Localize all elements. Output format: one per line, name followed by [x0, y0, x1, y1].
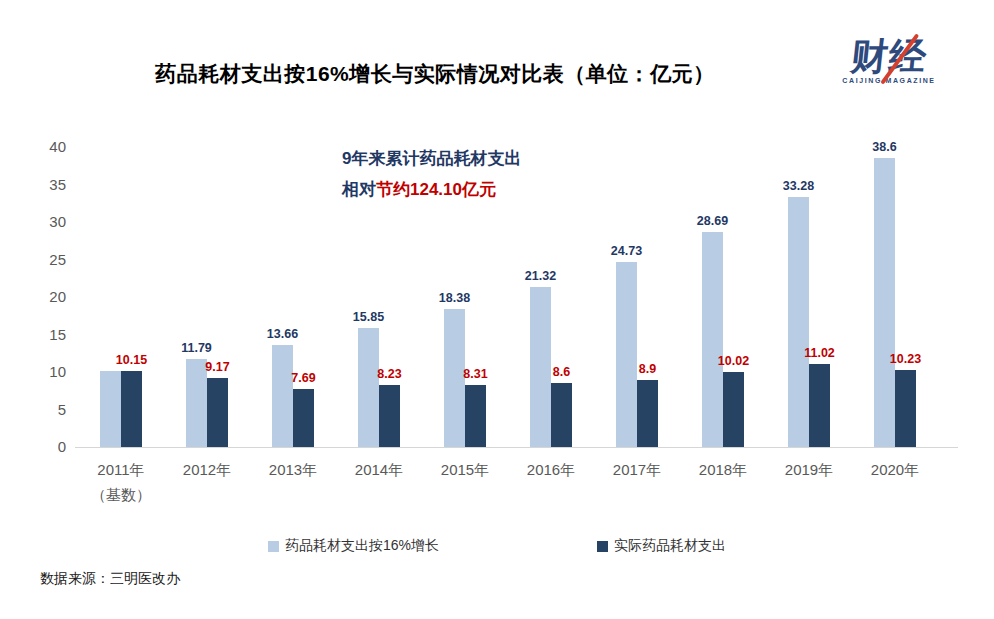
- caijing-logo: 财经 CAIJING MAGAZINE: [839, 38, 939, 84]
- bar-group: 38.610.232020年: [852, 147, 938, 447]
- actual-value-label: 7.69: [291, 371, 315, 385]
- actual-bar: 10.23: [895, 370, 916, 447]
- data-source: 数据来源：三明医改办: [40, 570, 180, 588]
- legend: 药品耗材支出按16%增长 实际药品耗材支出: [0, 537, 994, 555]
- actual-bar: 10.02: [723, 372, 744, 447]
- bar-group: 18.388.312015年: [422, 147, 508, 447]
- bar-pair: 15.858.23: [358, 328, 400, 447]
- y-tick-label: 10: [26, 363, 66, 381]
- chart-title: 药品耗材支出按16%增长与实际情况对比表（单位：亿元）: [0, 60, 870, 88]
- bar-group: 21.328.62016年: [508, 147, 594, 447]
- y-tick-label: 30: [26, 213, 66, 231]
- growth-value-label: 15.85: [353, 310, 384, 324]
- growth-value-label: 24.73: [611, 244, 642, 258]
- bar-pair: 10.15: [100, 371, 142, 447]
- actual-bar: 8.23: [379, 385, 400, 447]
- y-tick-label: 40: [26, 138, 66, 156]
- legend-item-actual: 实际药品耗材支出: [597, 537, 726, 555]
- x-axis-line: [75, 447, 958, 448]
- growth-bar: 15.85: [358, 328, 379, 447]
- x-axis-label: 2020年: [852, 461, 938, 480]
- actual-bar: 9.17: [207, 378, 228, 447]
- bar-pair: 18.388.31: [444, 309, 486, 447]
- growth-value-label: 18.38: [439, 291, 470, 305]
- growth-value-label: 21.32: [525, 269, 556, 283]
- y-tick-label: 35: [26, 176, 66, 194]
- growth-bar: 38.6: [874, 158, 895, 448]
- growth-value-label: 11.79: [181, 341, 212, 355]
- plot-area: 10.152011年（基数）11.799.172012年13.667.69201…: [78, 147, 938, 447]
- x-axis-label: 2014年: [336, 461, 422, 480]
- bar-pair: 33.2811.02: [788, 197, 830, 447]
- growth-value-label: 38.6: [872, 140, 896, 154]
- legend-item-growth: 药品耗材支出按16%增长: [268, 537, 439, 555]
- x-axis-sublabel: （基数）: [78, 486, 164, 505]
- x-axis-label: 2017年: [594, 461, 680, 480]
- x-axis-label: 2011年: [78, 461, 164, 480]
- legend-swatch-actual: [597, 541, 608, 552]
- x-axis-label: 2019年: [766, 461, 852, 480]
- actual-value-label: 10.02: [718, 354, 749, 368]
- logo-wordmark: 财经: [849, 38, 929, 75]
- actual-value-label: 9.17: [205, 360, 229, 374]
- actual-value-label: 8.6: [553, 365, 570, 379]
- growth-bar: 11.79: [186, 359, 207, 447]
- actual-bar: 7.69: [293, 389, 314, 447]
- legend-label-growth: 药品耗材支出按16%增长: [285, 537, 439, 555]
- bar-pair: 28.6910.02: [702, 232, 744, 447]
- actual-value-label: 10.23: [890, 352, 921, 366]
- actual-bar: 8.9: [637, 380, 658, 447]
- growth-bar: 33.28: [788, 197, 809, 447]
- x-axis-label: 2016年: [508, 461, 594, 480]
- actual-bar: 10.15: [121, 371, 142, 447]
- growth-bar: 28.69: [702, 232, 723, 447]
- actual-bar: 8.6: [551, 383, 572, 448]
- y-tick-label: 0: [26, 438, 66, 456]
- logo-subtext: CAIJING MAGAZINE: [839, 77, 939, 84]
- legend-label-actual: 实际药品耗材支出: [614, 537, 726, 555]
- actual-value-label: 8.9: [639, 362, 656, 376]
- bar-group: 11.799.172012年: [164, 147, 250, 447]
- bar-pair: 13.667.69: [272, 345, 314, 447]
- x-axis-label: 2012年: [164, 461, 250, 480]
- x-axis-label: 2015年: [422, 461, 508, 480]
- bar-group: 13.667.692013年: [250, 147, 336, 447]
- growth-value-label: 13.66: [267, 327, 298, 341]
- actual-value-label: 8.23: [377, 367, 401, 381]
- growth-bar: [100, 371, 121, 447]
- actual-value-label: 11.02: [804, 346, 835, 360]
- y-tick-label: 20: [26, 288, 66, 306]
- growth-value-label: 33.28: [783, 179, 814, 193]
- y-tick-label: 5: [26, 401, 66, 419]
- legend-swatch-growth: [268, 541, 279, 552]
- actual-bar: 8.31: [465, 385, 486, 447]
- bar-group: 24.738.92017年: [594, 147, 680, 447]
- infographic-page: 药品耗材支出按16%增长与实际情况对比表（单位：亿元） 财经 CAIJING M…: [0, 0, 994, 619]
- bar-pair: 11.799.17: [186, 359, 228, 447]
- bar-group: 10.152011年（基数）: [78, 147, 164, 447]
- actual-value-label: 10.15: [116, 353, 147, 367]
- growth-bar: 13.66: [272, 345, 293, 447]
- growth-bar: 18.38: [444, 309, 465, 447]
- bar-group: 15.858.232014年: [336, 147, 422, 447]
- bar-group: 33.2811.022019年: [766, 147, 852, 447]
- x-axis-label: 2013年: [250, 461, 336, 480]
- y-tick-label: 15: [26, 326, 66, 344]
- actual-value-label: 8.31: [463, 367, 487, 381]
- bar-pair: 38.610.23: [874, 158, 916, 448]
- bar-pair: 21.328.6: [530, 287, 572, 447]
- growth-value-label: 28.69: [697, 214, 728, 228]
- actual-bar: 11.02: [809, 364, 830, 447]
- bar-pair: 24.738.9: [616, 262, 658, 447]
- growth-bar: 21.32: [530, 287, 551, 447]
- growth-bar: 24.73: [616, 262, 637, 447]
- x-axis-label: 2018年: [680, 461, 766, 480]
- bar-group: 28.6910.022018年: [680, 147, 766, 447]
- y-tick-label: 25: [26, 251, 66, 269]
